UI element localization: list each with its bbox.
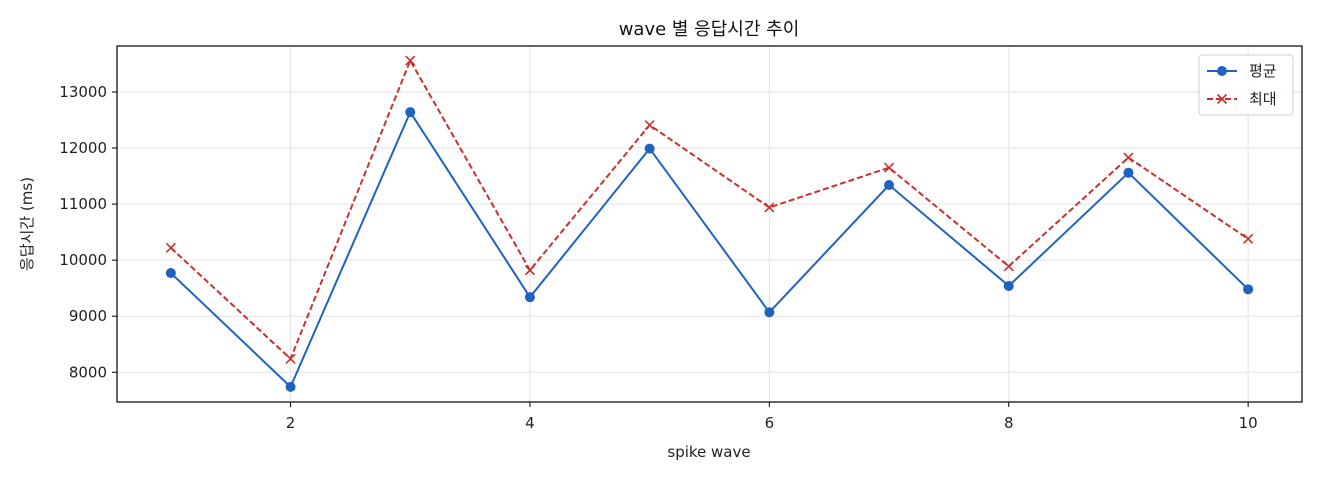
data-point-1 <box>644 143 655 154</box>
y-tick-label: 11000 <box>59 195 107 213</box>
legend-label-2: 최대 <box>1249 90 1277 108</box>
y-tick-label: 8000 <box>69 363 107 381</box>
data-point-1 <box>884 180 895 191</box>
data-point-1 <box>764 307 775 318</box>
data-point-2 <box>165 242 176 253</box>
data-point-1 <box>285 381 296 392</box>
data-point-1 <box>1123 167 1134 178</box>
y-tick-label: 13000 <box>59 83 107 101</box>
y-axis-label: 응답시간 (ms) <box>18 177 36 271</box>
data-point-1 <box>165 268 176 279</box>
legend-marker-1 <box>1217 66 1227 76</box>
data-point-2 <box>1003 261 1014 272</box>
series-line-1 <box>170 110 1249 389</box>
data-point-2 <box>644 119 655 131</box>
data-point-2 <box>524 265 536 276</box>
y-tick-label: 12000 <box>59 139 107 157</box>
data-point-1 <box>1243 284 1254 295</box>
data-point-1 <box>405 107 416 118</box>
data-point-2 <box>1243 233 1254 244</box>
data-point-2 <box>285 353 296 364</box>
x-axis: 2 4 6 8 10 <box>286 402 1258 432</box>
data-point-1 <box>1003 280 1014 291</box>
data-point-2 <box>405 55 416 66</box>
x-tick-label: 10 <box>1239 414 1258 432</box>
data-point-2 <box>1123 152 1134 163</box>
legend-marker-2 <box>1216 93 1228 105</box>
y-tick-label: 10000 <box>59 251 107 269</box>
series-group <box>165 55 1254 392</box>
chart-title: wave 별 응답시간 추이 <box>619 19 800 40</box>
y-axis: 8000 9000 10000 11000 12000 13000 <box>59 83 117 381</box>
plot-frame <box>116 45 1303 403</box>
data-point-2 <box>764 202 775 213</box>
data-point-2 <box>883 162 895 173</box>
legend-label-1: 평균 <box>1249 62 1277 80</box>
x-axis-label: spike wave <box>667 443 750 461</box>
x-tick-label: 2 <box>286 414 296 432</box>
x-tick-label: 8 <box>1004 414 1014 432</box>
grid <box>117 46 1302 402</box>
x-tick-label: 4 <box>525 414 535 432</box>
series-line-2 <box>170 58 1249 361</box>
legend-box <box>1198 54 1294 116</box>
data-point-1 <box>524 292 535 303</box>
y-tick-label: 9000 <box>69 307 107 325</box>
x-tick-label: 6 <box>765 414 775 432</box>
